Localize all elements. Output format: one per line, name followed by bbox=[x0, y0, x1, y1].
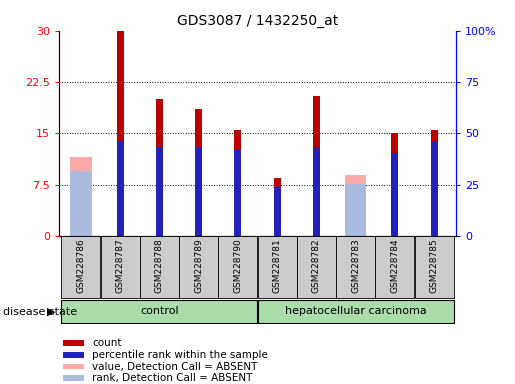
Text: GSM228783: GSM228783 bbox=[351, 238, 360, 293]
Bar bbox=[195, 147, 202, 236]
Bar bbox=[156, 147, 163, 236]
Text: hepatocellular carcinoma: hepatocellular carcinoma bbox=[285, 306, 426, 316]
Bar bbox=[273, 187, 281, 236]
Bar bbox=[116, 31, 124, 236]
Text: GSM228781: GSM228781 bbox=[272, 238, 282, 293]
Bar bbox=[345, 184, 367, 236]
Text: ▶: ▶ bbox=[47, 307, 56, 317]
FancyBboxPatch shape bbox=[375, 236, 415, 298]
Text: GSM228784: GSM228784 bbox=[390, 238, 400, 293]
Bar bbox=[156, 99, 163, 236]
Text: control: control bbox=[140, 306, 179, 316]
Text: disease state: disease state bbox=[3, 307, 77, 317]
Bar bbox=[431, 130, 438, 236]
FancyBboxPatch shape bbox=[61, 236, 100, 298]
Bar bbox=[345, 174, 367, 236]
Bar bbox=[70, 171, 92, 236]
Bar bbox=[63, 340, 83, 346]
Text: rank, Detection Call = ABSENT: rank, Detection Call = ABSENT bbox=[93, 373, 253, 383]
FancyBboxPatch shape bbox=[336, 236, 375, 298]
Bar bbox=[313, 96, 320, 236]
FancyBboxPatch shape bbox=[61, 300, 258, 323]
FancyBboxPatch shape bbox=[258, 236, 297, 298]
FancyBboxPatch shape bbox=[218, 236, 258, 298]
FancyBboxPatch shape bbox=[100, 236, 140, 298]
Bar bbox=[63, 375, 83, 381]
Text: percentile rank within the sample: percentile rank within the sample bbox=[93, 350, 268, 360]
FancyBboxPatch shape bbox=[258, 300, 454, 323]
FancyBboxPatch shape bbox=[415, 236, 454, 298]
Bar bbox=[63, 352, 83, 358]
Bar bbox=[70, 157, 92, 236]
Text: GSM228789: GSM228789 bbox=[194, 238, 203, 293]
Bar bbox=[234, 150, 242, 236]
Bar bbox=[234, 130, 242, 236]
Text: GSM228790: GSM228790 bbox=[233, 238, 243, 293]
Text: count: count bbox=[93, 338, 122, 348]
Bar bbox=[391, 153, 399, 236]
Text: GSM228787: GSM228787 bbox=[115, 238, 125, 293]
Text: GSM228786: GSM228786 bbox=[76, 238, 85, 293]
Text: GSM228782: GSM228782 bbox=[312, 238, 321, 293]
Text: value, Detection Call = ABSENT: value, Detection Call = ABSENT bbox=[93, 361, 258, 372]
Bar bbox=[195, 109, 202, 236]
Text: GSM228788: GSM228788 bbox=[155, 238, 164, 293]
Title: GDS3087 / 1432250_at: GDS3087 / 1432250_at bbox=[177, 14, 338, 28]
Bar bbox=[273, 178, 281, 236]
Bar bbox=[63, 364, 83, 369]
Bar bbox=[116, 141, 124, 236]
FancyBboxPatch shape bbox=[179, 236, 218, 298]
Text: GSM228785: GSM228785 bbox=[430, 238, 439, 293]
FancyBboxPatch shape bbox=[297, 236, 336, 298]
Bar bbox=[391, 134, 399, 236]
FancyBboxPatch shape bbox=[140, 236, 179, 298]
Bar bbox=[313, 147, 320, 236]
Bar bbox=[431, 141, 438, 236]
